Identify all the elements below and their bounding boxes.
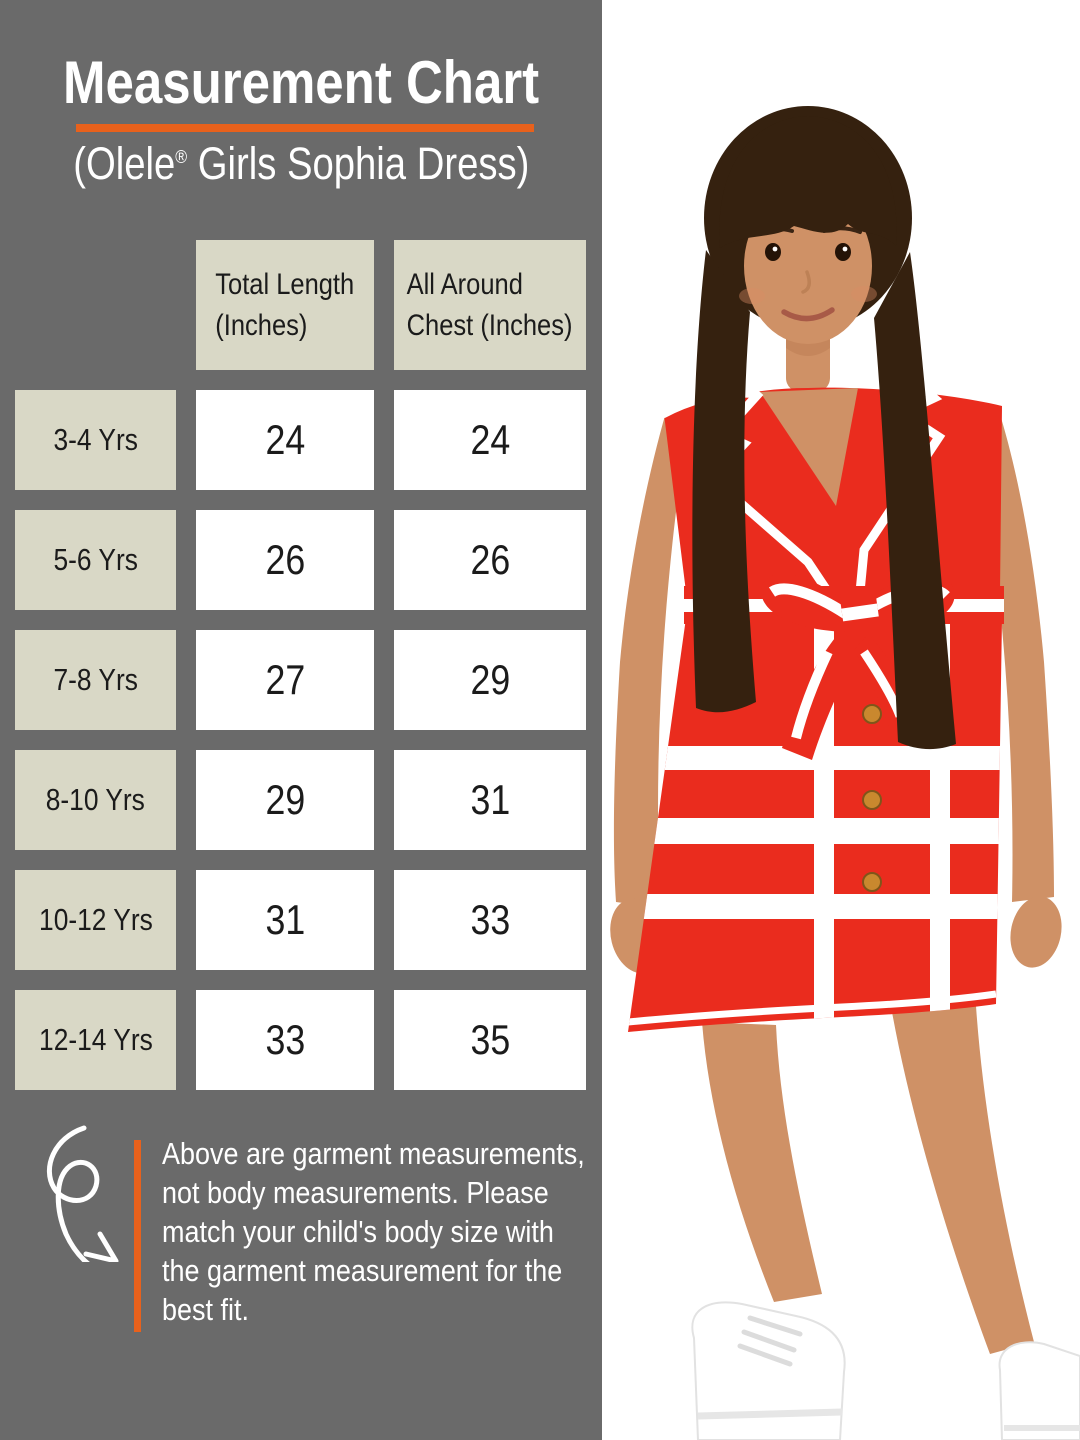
value-total-length-8-10: 29	[196, 750, 374, 850]
registered-trademark-symbol: ®	[174, 147, 187, 168]
row-label-7-8-yrs: 7-8 Yrs	[15, 630, 176, 730]
table-corner-spacer	[15, 240, 176, 370]
note-accent-bar	[134, 1140, 141, 1332]
subtitle-product: Girls Sophia Dress)	[186, 138, 530, 189]
note-line: the garment measurement for the	[162, 1253, 563, 1288]
row-label-5-6-yrs: 5-6 Yrs	[15, 510, 176, 610]
note-line: not body measurements. Please	[162, 1175, 549, 1210]
note-line: Above are garment measurements,	[162, 1136, 585, 1171]
value-chest-7-8: 29	[394, 630, 586, 730]
page-title: Measurement Chart	[0, 48, 602, 117]
note-line: best fit.	[162, 1292, 249, 1327]
value-chest-12-14: 35	[394, 990, 586, 1090]
value-chest-8-10: 31	[394, 750, 586, 850]
value-total-length-12-14: 33	[196, 990, 374, 1090]
value-total-length-3-4: 24	[196, 390, 374, 490]
girl-in-red-dress-illustration	[610, 106, 1080, 1440]
note-line: match your child's body size with	[162, 1214, 554, 1249]
column-header-chest: All Around Chest (Inches)	[394, 240, 586, 370]
value-total-length-7-8: 27	[196, 630, 374, 730]
value-total-length-5-6: 26	[196, 510, 374, 610]
note-text: Above are garment measurements, not body…	[162, 1134, 585, 1329]
measurement-panel: Measurement Chart (Olele® Girls Sophia D…	[0, 0, 602, 1440]
value-total-length-10-12: 31	[196, 870, 374, 970]
title-underline	[76, 124, 534, 132]
value-chest-5-6: 26	[394, 510, 586, 610]
row-label-12-14-yrs: 12-14 Yrs	[15, 990, 176, 1090]
row-label-8-10-yrs: 8-10 Yrs	[15, 750, 176, 850]
product-photo	[602, 0, 1080, 1440]
row-label-10-12-yrs: 10-12 Yrs	[15, 870, 176, 970]
value-chest-10-12: 33	[394, 870, 586, 970]
value-chest-3-4: 24	[394, 390, 586, 490]
curved-arrow-icon	[47, 1125, 119, 1262]
row-label-3-4-yrs: 3-4 Yrs	[15, 390, 176, 490]
page-subtitle: (Olele® Girls Sophia Dress)	[0, 138, 602, 190]
size-chart-table: Total Length (Inches) All Around Chest (…	[15, 240, 586, 1090]
column-header-total-length: Total Length (Inches)	[196, 240, 374, 370]
subtitle-brand: (Olele	[72, 138, 175, 189]
page-title-text: Measurement Chart	[62, 49, 540, 116]
